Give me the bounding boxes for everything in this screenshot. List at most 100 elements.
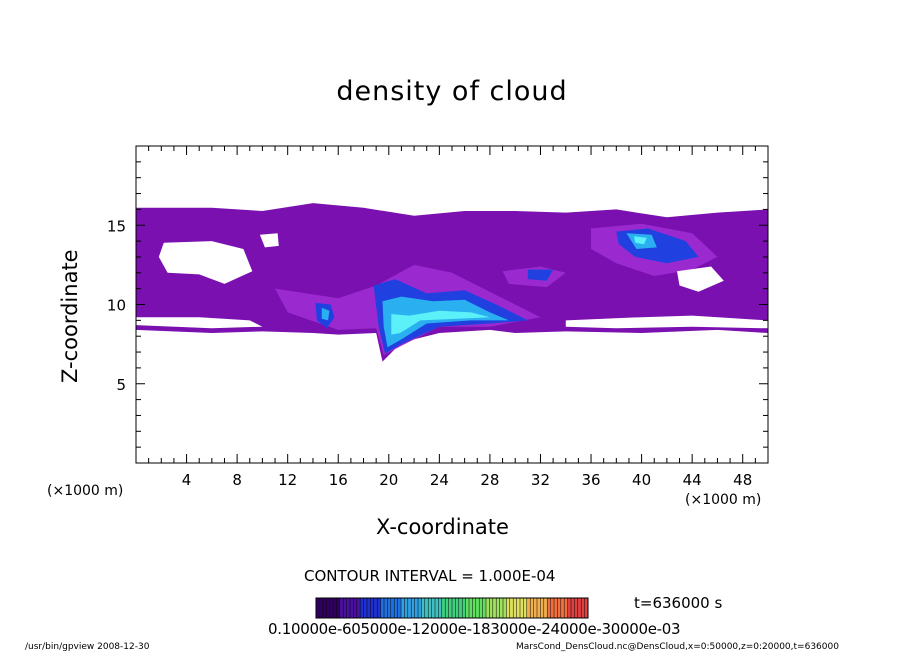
colorbar-cell — [479, 598, 483, 618]
colorbar-cell — [356, 598, 361, 618]
colorbar-cell — [458, 598, 463, 618]
colorbar-cell — [533, 598, 537, 618]
colorbar-cell — [475, 598, 480, 618]
colorbar-cell — [513, 598, 517, 618]
colorbar-cell — [520, 598, 524, 618]
colorbar-cell — [363, 598, 367, 618]
colorbar-cell — [526, 598, 531, 618]
colorbar-cell — [448, 598, 452, 618]
colorbar-cell — [360, 598, 364, 618]
footer-left-text: /usr/bin/gpview 2008-12-30 — [25, 642, 150, 652]
colorbar-cell — [499, 598, 503, 618]
colorbar-cell — [554, 598, 558, 618]
y-tick-label: 5 — [116, 376, 126, 394]
x-unit-label-right: (×1000 m) — [685, 492, 762, 508]
colorbar-cell — [540, 598, 544, 618]
colorbar-cell — [367, 598, 371, 618]
x-tick-label: 48 — [733, 471, 752, 489]
colorbar-cell — [336, 598, 340, 618]
colorbar-cell — [492, 598, 497, 618]
colorbar-cell — [339, 598, 344, 618]
colorbar-cell — [353, 598, 357, 618]
colorbar-cell — [550, 598, 554, 618]
colorbar-cell — [581, 598, 585, 618]
colorbar-cell — [462, 598, 466, 618]
colorbar-cell — [343, 598, 347, 618]
contour-interval-label: CONTOUR INTERVAL = 1.000E-04 — [304, 567, 556, 585]
colorbar-cell — [574, 598, 578, 618]
colorbar-cell — [577, 598, 582, 618]
colorbar-cell — [387, 598, 391, 618]
colorbar-cell — [547, 598, 551, 618]
colorbar-cell — [441, 598, 446, 618]
colorbar-cell — [472, 598, 476, 618]
colorbar-tick-labels: 0.10000e-605000e-12000e-183000e-24000e-3… — [268, 620, 681, 638]
colorbar-cell — [394, 598, 398, 618]
colorbar-cell — [560, 598, 565, 618]
colorbar-cell — [407, 598, 412, 618]
colorbar-cell — [523, 598, 527, 618]
density-region-12 — [634, 236, 647, 245]
colorbar-cell — [411, 598, 415, 618]
colorbar-cell — [503, 598, 507, 618]
colorbar-cell — [506, 598, 510, 618]
colorbar-cell — [516, 598, 520, 618]
y-axis-label: Z-coordinate — [58, 249, 82, 383]
x-tick-label: 36 — [581, 471, 600, 489]
colorbar-cell — [414, 598, 418, 618]
colorbar-cell — [564, 598, 568, 618]
colorbar-cell — [329, 598, 333, 618]
colorbar-cell — [465, 598, 469, 618]
heatmap-field — [136, 203, 768, 362]
colorbar-cell — [469, 598, 473, 618]
colorbar-cell — [373, 598, 378, 618]
colorbar-cell — [482, 598, 486, 618]
chart-title: density of cloud — [336, 76, 568, 107]
colorbar-cell — [377, 598, 381, 618]
clear-region-4 — [565, 315, 768, 329]
clear-region-3 — [136, 317, 263, 329]
x-tick-label: 24 — [430, 471, 449, 489]
colorbar-cell — [346, 598, 350, 618]
colorbar-cell — [509, 598, 514, 618]
colorbar-cell — [445, 598, 449, 618]
y-tick-label: 10 — [107, 297, 126, 315]
colorbar-cell — [428, 598, 432, 618]
colorbar-cell — [571, 598, 575, 618]
x-tick-label: 20 — [379, 471, 398, 489]
x-axis-label: X-coordinate — [376, 515, 509, 539]
colorbar-frame — [315, 597, 589, 619]
colorbar-cell — [424, 598, 429, 618]
x-tick-label: 12 — [278, 471, 297, 489]
colorbar-cell — [455, 598, 459, 618]
colorbar-cell — [384, 598, 388, 618]
colorbar-cell — [431, 598, 435, 618]
colorbar-cell — [489, 598, 493, 618]
clear-region-2 — [677, 266, 724, 292]
colorbar-cell — [316, 598, 320, 618]
density-region-3 — [382, 296, 509, 348]
colorbar-cell — [543, 598, 548, 618]
colorbar-cell — [584, 598, 588, 618]
x-tick-label: 4 — [182, 471, 192, 489]
colorbar-cell — [326, 598, 330, 618]
y-tick-label: 15 — [107, 217, 126, 235]
colorbar-cell — [350, 598, 354, 618]
x-tick-label: 32 — [531, 471, 550, 489]
colorbar-cell — [418, 598, 422, 618]
colorbar-cell — [438, 598, 442, 618]
density-region-4 — [391, 310, 490, 335]
colorbar-cell — [370, 598, 374, 618]
x-tick-label: 44 — [683, 471, 702, 489]
footer-right-text: MarsCond_DensCloud.nc@DensCloud,x=0:5000… — [516, 642, 839, 652]
colorbar-cell — [452, 598, 456, 618]
colorbar-cell — [333, 598, 337, 618]
clear-region-0 — [158, 241, 253, 284]
colorbar-cell — [496, 598, 500, 618]
density-region-8 — [527, 269, 554, 281]
colorbar-cell — [404, 598, 408, 618]
density-region-6 — [321, 307, 330, 321]
colorbar-cell — [319, 598, 323, 618]
colorbar-cell — [435, 598, 439, 618]
